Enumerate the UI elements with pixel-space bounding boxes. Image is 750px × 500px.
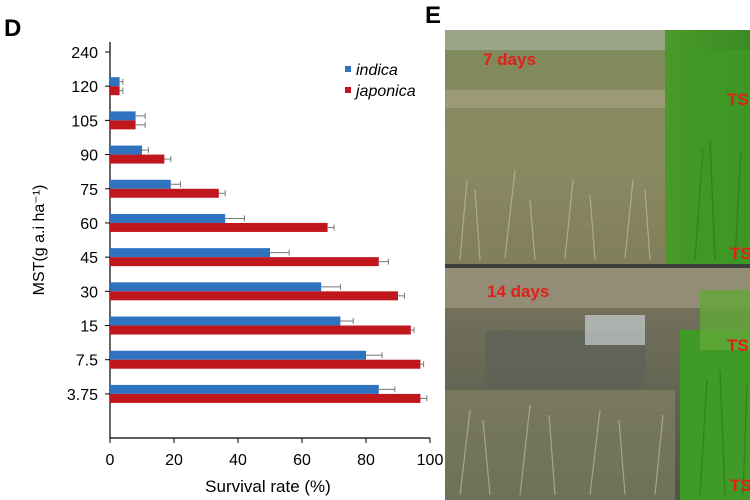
y-tick-label: 15 bbox=[80, 319, 98, 336]
bar-indica-105 bbox=[110, 111, 136, 121]
photo-label-ts-3: TS bbox=[727, 336, 749, 355]
x-tick-label: 20 bbox=[165, 452, 183, 469]
y-tick-label: 120 bbox=[71, 79, 98, 96]
bar-japonica-3_75 bbox=[110, 393, 421, 403]
x-tick-label: 80 bbox=[357, 452, 375, 469]
field-photo: 7 days 14 days TS TS TS TS bbox=[445, 30, 750, 500]
bar-japonica-120 bbox=[110, 86, 120, 96]
bar-japonica-15 bbox=[110, 325, 411, 335]
legend: indica japonica bbox=[345, 62, 416, 100]
photo-label-ts-2: TS bbox=[730, 244, 750, 263]
y-tick-label: 60 bbox=[80, 216, 98, 233]
y-tick-label: 240 bbox=[71, 45, 98, 62]
bar-japonica-90 bbox=[110, 154, 165, 164]
photo-label-ts-1: TS bbox=[727, 90, 749, 109]
panel-letter-e: E bbox=[425, 2, 442, 29]
photo-label-14-days: 14 days bbox=[487, 282, 550, 301]
y-tick-label: 3.75 bbox=[67, 387, 98, 404]
x-axis-label: Survival rate (%) bbox=[205, 477, 331, 496]
bar-indica-60 bbox=[110, 213, 226, 223]
survival-rate-chart: D 240 120 105 90 75 60 45 30 15 7.5 3.75 0 20 40 60 80 1… bbox=[4, 15, 444, 496]
bar-indica-3_75 bbox=[110, 384, 379, 394]
legend-swatch-indica bbox=[345, 66, 351, 72]
bar-japonica-60 bbox=[110, 222, 328, 232]
photo-label-ts-4: TS bbox=[730, 476, 750, 495]
x-tick-label: 0 bbox=[106, 452, 115, 469]
x-tick-label: 60 bbox=[293, 452, 311, 469]
bar-indica-45 bbox=[110, 248, 270, 258]
plot-area: 240 120 105 90 75 60 45 30 15 7.5 3.75 0 20 40 60 80 100 bbox=[67, 42, 444, 469]
bar-indica-15 bbox=[110, 316, 341, 326]
y-tick-label: 90 bbox=[80, 148, 98, 165]
bar-japonica-7_5 bbox=[110, 359, 421, 369]
bar-indica-7_5 bbox=[110, 350, 366, 360]
bar-indica-120 bbox=[110, 77, 120, 87]
bar-indica-30 bbox=[110, 282, 322, 292]
bar-japonica-105 bbox=[110, 120, 136, 130]
legend-label-indica: indica bbox=[356, 62, 398, 79]
y-axis-label: MST(g a.i ha⁻¹) bbox=[31, 185, 48, 296]
bar-japonica-45 bbox=[110, 257, 379, 267]
y-tick-label: 7.5 bbox=[76, 353, 98, 370]
y-tick-label: 105 bbox=[71, 113, 98, 130]
y-tick-label: 75 bbox=[80, 182, 98, 199]
x-tick-label: 100 bbox=[417, 452, 444, 469]
x-tick-label: 40 bbox=[229, 452, 247, 469]
panel-letter-d: D bbox=[4, 15, 21, 42]
y-tick-label: 30 bbox=[80, 284, 98, 301]
bar-indica-75 bbox=[110, 179, 171, 189]
bar-japonica-75 bbox=[110, 188, 219, 198]
legend-swatch-japonica bbox=[345, 87, 351, 93]
legend-label-japonica: japonica bbox=[354, 83, 416, 100]
bar-indica-90 bbox=[110, 145, 142, 155]
bar-japonica-30 bbox=[110, 291, 398, 301]
field-photo-image bbox=[445, 30, 750, 500]
photo-label-7-days: 7 days bbox=[483, 50, 536, 69]
y-tick-label: 45 bbox=[80, 250, 98, 267]
